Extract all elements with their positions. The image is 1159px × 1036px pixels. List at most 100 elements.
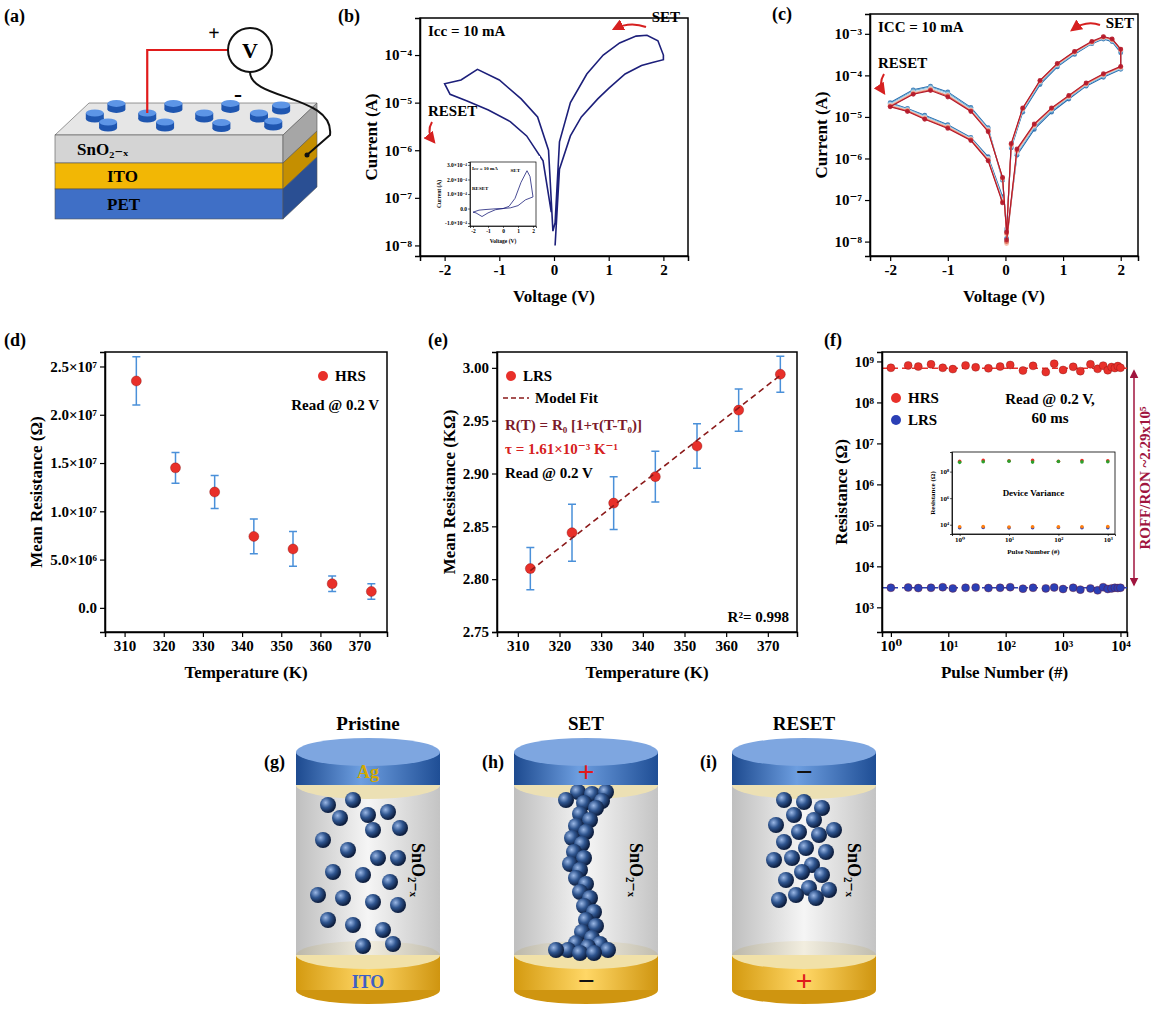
oxygen-vacancy <box>776 792 792 808</box>
y-tick-label: 10⁻⁴ <box>835 68 863 84</box>
x-tick-label: 0 <box>551 262 559 278</box>
data-point <box>1118 64 1123 69</box>
y-tick: 1.5×10⁷ <box>50 455 105 471</box>
electrode <box>250 110 268 117</box>
data-point <box>904 583 912 591</box>
data-point <box>914 363 922 371</box>
error-bar <box>250 519 258 554</box>
x-tick: 2 <box>1117 256 1125 278</box>
x-tick-label: -2 <box>471 228 476 234</box>
y-tick-mark <box>468 194 470 195</box>
data-point <box>958 461 962 465</box>
data-point <box>1066 93 1071 98</box>
oxygen-vacancy <box>572 945 588 961</box>
data-point <box>1020 105 1025 110</box>
electrode-label: − <box>795 755 812 788</box>
data-point <box>968 138 973 143</box>
y-axis: 10⁻⁸10⁻⁷10⁻⁶10⁻⁵10⁻⁴ <box>385 19 421 257</box>
y-tick-mark <box>865 117 870 118</box>
annotation: SET <box>652 9 680 25</box>
y-tick: 10⁻⁵ <box>385 95 420 111</box>
data-point <box>1050 583 1058 591</box>
oxygen-vacancy <box>794 864 810 880</box>
layer-label: SnO₂₋ₓ <box>77 140 128 159</box>
data-point <box>1084 80 1089 85</box>
oxygen-vacancy <box>355 938 371 954</box>
oxygen-vacancy <box>365 894 381 910</box>
data-point <box>887 364 895 372</box>
x-axis-title: Pulse Number (#) <box>941 663 1068 682</box>
data-point <box>914 584 922 592</box>
y-tick: 10⁷ <box>855 436 883 452</box>
data-point <box>1110 36 1115 41</box>
x-axis-line <box>953 535 1116 537</box>
data-point <box>1118 47 1123 52</box>
x-tick-label: 310 <box>507 638 530 654</box>
panel-label: (c) <box>772 4 792 25</box>
direction-arrow <box>881 74 884 93</box>
x-tick: 0 <box>1002 256 1010 278</box>
data-point <box>1086 584 1094 592</box>
x-axis-title: Voltage (V) <box>513 287 595 306</box>
x-tick: 10⁴ <box>1111 632 1131 654</box>
oxygen-vacancy <box>390 897 406 913</box>
plot-frame <box>105 352 387 632</box>
x-tick-mark <box>891 632 892 637</box>
plot-area <box>958 459 1110 530</box>
electrode-label: Ag <box>357 762 379 782</box>
y-axis-title: Current (A) <box>436 180 443 208</box>
error-bar <box>693 424 701 468</box>
x-axis-line <box>106 633 388 638</box>
x-tick-label: 360 <box>310 638 333 654</box>
oxygen-vacancy <box>375 922 391 938</box>
y-tick-label: 10⁶ <box>855 477 875 493</box>
x-tick: 10¹ <box>1005 534 1014 544</box>
y-tick-label: 2.90 <box>463 466 489 482</box>
data-point <box>984 584 992 592</box>
x-tick-label: 10⁴ <box>1111 638 1131 654</box>
y-tick-label: 10⁻⁴ <box>385 47 413 63</box>
data-point <box>1004 237 1009 242</box>
annotation: ICC = 10 mA <box>878 19 964 35</box>
x-tick-mark <box>726 632 727 637</box>
x-tick-label: -1 <box>494 262 507 278</box>
y-tick-mark <box>865 75 870 76</box>
y-tick-label: 10⁻⁷ <box>385 190 413 206</box>
y-tick-label: 10⁻⁸ <box>385 238 413 254</box>
y-tick-mark <box>492 526 497 527</box>
oxygen-vacancy <box>771 892 787 908</box>
y-tick-label: 0.0 <box>460 206 467 212</box>
data-point <box>1006 361 1014 369</box>
y-tick-mark <box>100 463 105 464</box>
diagram-title: RESET <box>773 713 836 734</box>
y-tick: 10⁵ <box>855 518 883 534</box>
x-tick-label: 360 <box>715 638 738 654</box>
y-tick-label: 2.0×10⁻⁴ <box>447 177 467 183</box>
data-point <box>210 487 220 497</box>
y-axis: -1.0×10⁻⁴0.01.0×10⁻⁴2.0×10⁻⁴3.0×10⁻⁴ <box>445 162 470 226</box>
x-axis: -2-1012 <box>471 226 537 234</box>
plot-area <box>473 171 533 217</box>
inset-background <box>424 156 540 254</box>
x-tick: 10³ <box>1104 534 1113 544</box>
data-point <box>981 526 985 530</box>
y-tick-label: 2.5×10⁷ <box>50 359 97 375</box>
y-axis: 10⁴10⁶10⁸ <box>940 453 953 535</box>
data-point <box>249 531 259 541</box>
polarity-label: + <box>208 22 219 44</box>
y-tick-label: 2.85 <box>463 519 489 535</box>
x-tick: 370 <box>349 632 372 654</box>
device-schematic: (a)SnO₂₋ₓITOPETV+- <box>4 6 330 219</box>
x-axis: -2-1012 <box>421 256 689 278</box>
y-tick-mark <box>100 415 105 416</box>
y-tick-mark <box>865 241 870 242</box>
x-axis-title: Temperature (K) <box>184 663 307 682</box>
y-tick-mark <box>100 366 105 367</box>
data-point <box>1118 64 1123 69</box>
x-tick: 310 <box>507 632 530 654</box>
x-axis: 310320330340350360370 <box>106 632 388 654</box>
x-tick-label: 1 <box>517 228 520 234</box>
y-tick-label: 10⁻³ <box>835 26 863 42</box>
oxygen-vacancy <box>806 812 822 828</box>
panel-label: (i) <box>700 752 717 773</box>
